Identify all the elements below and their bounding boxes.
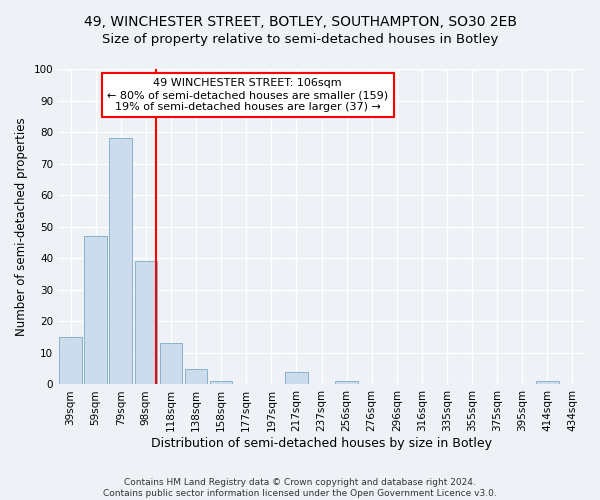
Bar	[134, 262, 157, 384]
Text: Contains HM Land Registry data © Crown copyright and database right 2024.
Contai: Contains HM Land Registry data © Crown c…	[103, 478, 497, 498]
Text: Size of property relative to semi-detached houses in Botley: Size of property relative to semi-detach…	[102, 32, 498, 46]
X-axis label: Distribution of semi-detached houses by size in Botley: Distribution of semi-detached houses by …	[151, 437, 492, 450]
Bar	[210, 382, 232, 384]
Bar	[59, 337, 82, 384]
Bar	[335, 382, 358, 384]
Bar	[160, 344, 182, 384]
Text: 49 WINCHESTER STREET: 106sqm
← 80% of semi-detached houses are smaller (159)
19%: 49 WINCHESTER STREET: 106sqm ← 80% of se…	[107, 78, 388, 112]
Bar	[536, 382, 559, 384]
Bar	[85, 236, 107, 384]
Text: 49, WINCHESTER STREET, BOTLEY, SOUTHAMPTON, SO30 2EB: 49, WINCHESTER STREET, BOTLEY, SOUTHAMPT…	[83, 15, 517, 29]
Bar	[285, 372, 308, 384]
Bar	[109, 138, 132, 384]
Y-axis label: Number of semi-detached properties: Number of semi-detached properties	[15, 118, 28, 336]
Bar	[185, 368, 208, 384]
